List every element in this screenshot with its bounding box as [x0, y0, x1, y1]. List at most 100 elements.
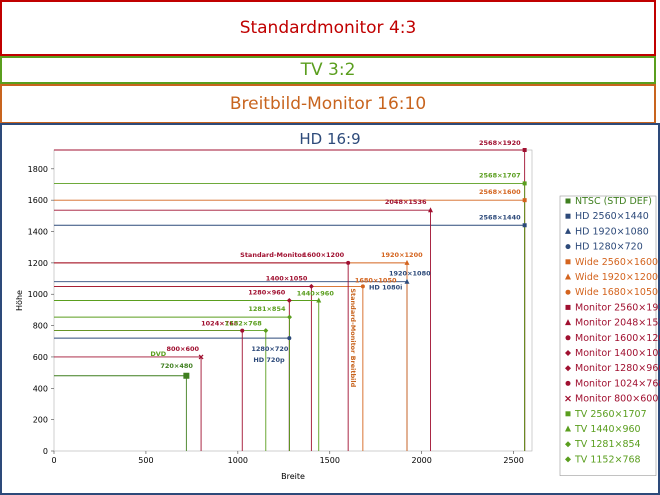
annotation-label: HD 1080i: [369, 284, 402, 292]
legend-marker: [565, 395, 571, 402]
data-label: 1920×1080: [389, 270, 431, 278]
data-point: [404, 278, 410, 284]
legend-entry: Wide 1920×1200: [575, 272, 658, 283]
annotation-label: Standard-Monitor: [240, 251, 306, 259]
x-tick-label: 1500: [320, 456, 340, 465]
data-label: 1152×768: [225, 320, 263, 328]
data-point: [522, 198, 527, 203]
data-point: [404, 259, 410, 265]
legend-entry: Wide 2560×1600: [575, 257, 658, 268]
data-label: 2568×1440: [479, 213, 521, 221]
legend-marker: [565, 304, 571, 310]
legend-entry: Wide 1680×1050: [575, 287, 658, 298]
y-tick-label: 600: [33, 353, 48, 362]
data-label: 1280×720: [251, 345, 289, 353]
data-point: [522, 148, 527, 152]
y-tick-label: 800: [33, 322, 48, 331]
x-tick-label: 500: [138, 456, 153, 465]
legend-entry: TV 1281×854: [574, 439, 641, 450]
legend-entry: Monitor 1280×960: [575, 363, 660, 374]
data-point: [522, 181, 527, 186]
data-point: [263, 328, 269, 334]
band-tv-title: TV 3:2: [300, 60, 356, 80]
legend-entry: Monitor 2048×1536: [575, 318, 660, 329]
band-standard-title: Standardmonitor 4:3: [239, 18, 417, 38]
legend-marker: [565, 244, 571, 250]
data-label: 2568×1920: [479, 139, 521, 147]
data-label: 1024×768: [201, 320, 239, 328]
data-point: [286, 298, 292, 303]
data-label: 1600×1200: [303, 251, 345, 259]
chart-title: HD 16:9: [299, 130, 361, 148]
data-point: [183, 372, 190, 379]
x-axis-label: Breite: [281, 472, 305, 481]
legend-marker: [565, 365, 571, 372]
legend-entry: TV 1440×960: [574, 424, 641, 435]
data-label: 720×480: [160, 362, 193, 370]
data-point: [360, 284, 365, 289]
data-label: 800×600: [166, 345, 199, 353]
y-tick-label: 200: [33, 416, 48, 425]
legend-marker: [565, 425, 571, 432]
legend-entry: HD 1920×1080: [575, 226, 649, 237]
legend-marker: [565, 198, 571, 204]
legend-entry: HD 2560×1440: [575, 211, 649, 222]
data-point: [287, 336, 292, 341]
legend-marker: [565, 273, 571, 280]
x-tick-label: 2500: [503, 456, 523, 465]
legend-marker: [565, 227, 571, 234]
legend-marker: [565, 259, 571, 265]
data-label: 1280×960: [248, 289, 286, 297]
legend-entry: Monitor 1024×768: [575, 378, 660, 389]
annotation-label: Standard-Monitor Breitbild: [349, 288, 357, 387]
data-point: [198, 354, 204, 360]
band-wide-title: Breitbild-Monitor 16:10: [229, 94, 427, 114]
data-label: 2048×1536: [385, 198, 427, 206]
legend-marker: [565, 319, 571, 326]
data-label: 2568×1707: [479, 171, 521, 179]
legend-entry: Monitor 800×600: [575, 394, 658, 405]
legend-marker: [565, 441, 571, 448]
legend-marker: [565, 350, 571, 356]
y-tick-label: 1800: [28, 165, 48, 174]
y-tick-label: 1600: [28, 196, 48, 205]
legend-marker: [565, 456, 571, 463]
legend-entry: TV 2560×1707: [574, 409, 647, 420]
data-point: [240, 328, 245, 333]
annotation-label: HD 720p: [253, 356, 285, 364]
data-point: [308, 283, 314, 289]
data-point: [316, 297, 322, 303]
legend-entry: HD 1280×720: [575, 242, 643, 253]
legend-entry: Monitor 1400×1050: [575, 348, 660, 359]
x-tick-label: 1000: [228, 456, 248, 465]
panel-hd: [0, 123, 660, 495]
legend-entry: TV 1152×768: [574, 454, 641, 465]
data-label: 1680×1050: [355, 276, 397, 284]
data-label: 2568×1600: [479, 188, 521, 196]
data-point: [428, 207, 434, 213]
legend-marker: [565, 380, 571, 386]
legend-marker: [565, 289, 571, 295]
band-standard-monitor: Standardmonitor 4:3: [0, 0, 656, 56]
data-label: 1281×854: [248, 305, 286, 313]
legend-box: [559, 195, 657, 476]
data-point-b: [198, 354, 204, 360]
band-tv: TV 3:2: [0, 56, 656, 84]
data-label: 1920×1200: [381, 251, 423, 259]
data-point: [346, 260, 351, 265]
legend-marker: [565, 335, 571, 341]
data-point: [522, 223, 527, 228]
y-tick-label: 1000: [28, 290, 48, 299]
y-axis-label: Höhe: [15, 290, 24, 311]
x-tick-label: 0: [51, 456, 56, 465]
legend-entry: NTSC (STD DEF): [575, 196, 652, 207]
x-tick-label: 2000: [412, 456, 432, 465]
annotation-label: DVD: [150, 350, 166, 358]
legend-entry: Monitor 2560×1920: [575, 302, 660, 313]
data-label: 1400×1050: [266, 274, 308, 282]
y-tick-label: 1200: [28, 259, 48, 268]
data-label: 1440×960: [297, 290, 335, 298]
data-point: [287, 314, 293, 320]
legend-marker: [565, 213, 571, 219]
